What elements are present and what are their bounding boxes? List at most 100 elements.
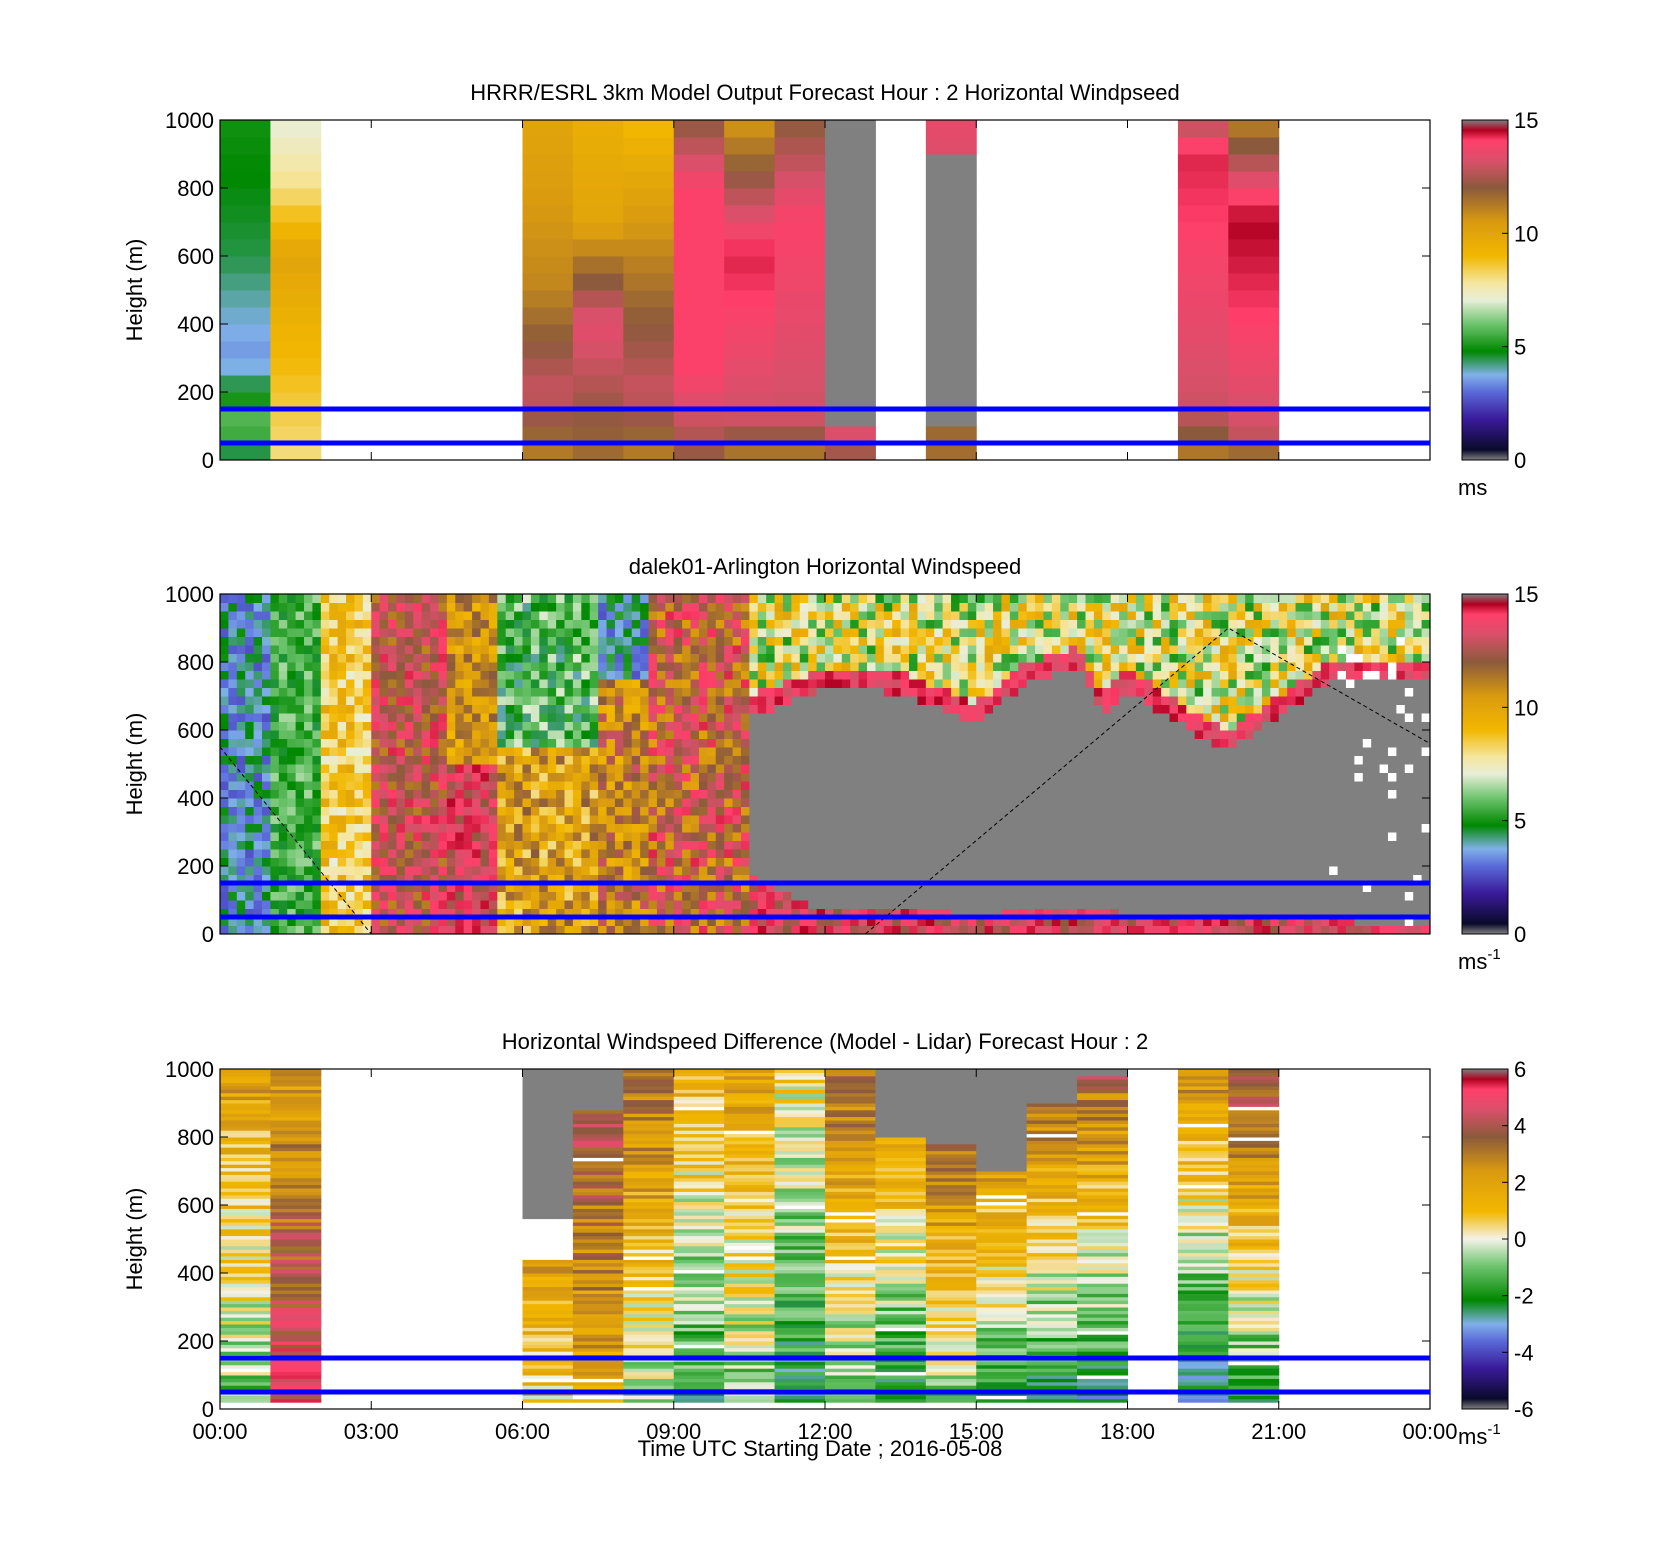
heatmap-cell [774, 883, 784, 892]
heatmap-cell [900, 611, 910, 620]
heatmap-cell [623, 925, 633, 935]
heatmap-cell [287, 662, 297, 671]
heatmap-cell [883, 721, 893, 731]
heatmap-cell [766, 883, 776, 892]
heatmap-cell [346, 917, 355, 926]
heatmap-cell [833, 670, 843, 680]
heatmap-cell [572, 239, 624, 257]
heatmap-cell [682, 781, 692, 790]
heatmap-cell [892, 764, 902, 773]
heatmap-cell [648, 721, 658, 731]
heatmap-cell [934, 789, 944, 799]
heatmap-cell [724, 900, 734, 909]
heatmap-cell [925, 806, 935, 816]
heatmap-cell [984, 874, 994, 884]
heatmap-cell [1119, 781, 1128, 790]
heatmap-cell [1009, 900, 1019, 909]
heatmap-cell [883, 823, 893, 833]
heatmap-cell [430, 798, 439, 807]
heatmap-cell [967, 619, 977, 629]
heatmap-cell [228, 883, 238, 892]
heatmap-cell [682, 764, 692, 773]
heatmap-cell [1043, 891, 1053, 901]
heatmap-cell [1093, 611, 1103, 620]
heatmap-cell [270, 290, 322, 308]
heatmap-cell [690, 815, 700, 824]
heatmap-cell [967, 925, 977, 935]
heatmap-cell [724, 443, 776, 461]
heatmap-cell [446, 704, 456, 714]
heatmap-cell [547, 670, 557, 680]
heatmap-cell [337, 730, 347, 739]
heatmap-cell [522, 781, 532, 790]
heatmap-cell [782, 619, 792, 629]
heatmap-cell [791, 900, 801, 909]
heatmap-cell [782, 789, 792, 799]
heatmap-cell [354, 696, 364, 705]
heatmap-cell [337, 866, 347, 875]
heatmap-cell [867, 840, 876, 850]
heatmap-cell [665, 900, 675, 909]
heatmap-cell [278, 679, 288, 688]
heatmap-cell [564, 636, 574, 646]
heatmap-cell [774, 925, 784, 935]
heatmap-cell [547, 738, 557, 748]
heatmap-cell [707, 704, 717, 714]
heatmap-cell [488, 764, 498, 773]
heatmap-cell [951, 789, 960, 799]
heatmap-cell [1093, 628, 1103, 637]
heatmap-cell [1077, 721, 1086, 731]
heatmap-cell [547, 772, 557, 782]
heatmap-cell [572, 670, 582, 680]
heatmap-cell [967, 832, 977, 841]
heatmap-cell [673, 891, 683, 901]
heatmap-cell [976, 764, 986, 773]
heatmap-cell [1077, 840, 1086, 850]
heatmap-cell [698, 806, 708, 816]
heatmap-cell [1119, 925, 1128, 935]
heatmap-cell [698, 857, 708, 867]
heatmap-cell [909, 764, 918, 773]
heatmap-cell [530, 662, 540, 671]
heatmap-cell [816, 857, 826, 867]
heatmap-cell [1119, 602, 1128, 612]
heatmap-cell [749, 900, 759, 909]
heatmap-cell [825, 908, 834, 918]
heatmap-cell [1135, 900, 1145, 909]
heatmap-cell [690, 645, 700, 654]
heatmap-cell [220, 611, 229, 620]
heatmap-cell [774, 256, 826, 274]
heatmap-cell [388, 594, 397, 603]
heatmap-cell [1093, 823, 1103, 833]
heatmap-cell [825, 772, 834, 782]
heatmap-cell [976, 747, 986, 756]
heatmap-cell [917, 704, 927, 714]
heatmap-cell [1161, 696, 1171, 705]
heatmap-cell [346, 704, 355, 714]
heatmap-cell [236, 908, 246, 918]
heatmap-cell [682, 857, 692, 867]
heatmap-cell [228, 602, 238, 612]
heatmap-cell [497, 628, 507, 637]
heatmap-cell [925, 721, 935, 731]
heatmap-cell [984, 594, 994, 603]
heatmap-cell [631, 738, 641, 748]
heatmap-cell [572, 409, 624, 427]
heatmap-cell [724, 823, 734, 833]
heatmap-cell [430, 925, 439, 935]
heatmap-cell [1152, 849, 1162, 858]
heatmap-cell [304, 798, 313, 807]
heatmap-cell [497, 619, 507, 629]
heatmap-cell [505, 925, 515, 935]
heatmap-cell [220, 443, 271, 461]
heatmap-cell [581, 789, 591, 799]
heatmap-cell [488, 687, 498, 697]
heatmap-cell [488, 670, 498, 680]
heatmap-cell [337, 611, 347, 620]
heatmap-cell [304, 662, 313, 671]
heatmap-cell [631, 908, 641, 918]
heatmap-cell [1001, 662, 1011, 671]
heatmap-cell [942, 874, 952, 884]
heatmap-cell [1228, 154, 1280, 172]
heatmap-cell [1077, 594, 1086, 603]
